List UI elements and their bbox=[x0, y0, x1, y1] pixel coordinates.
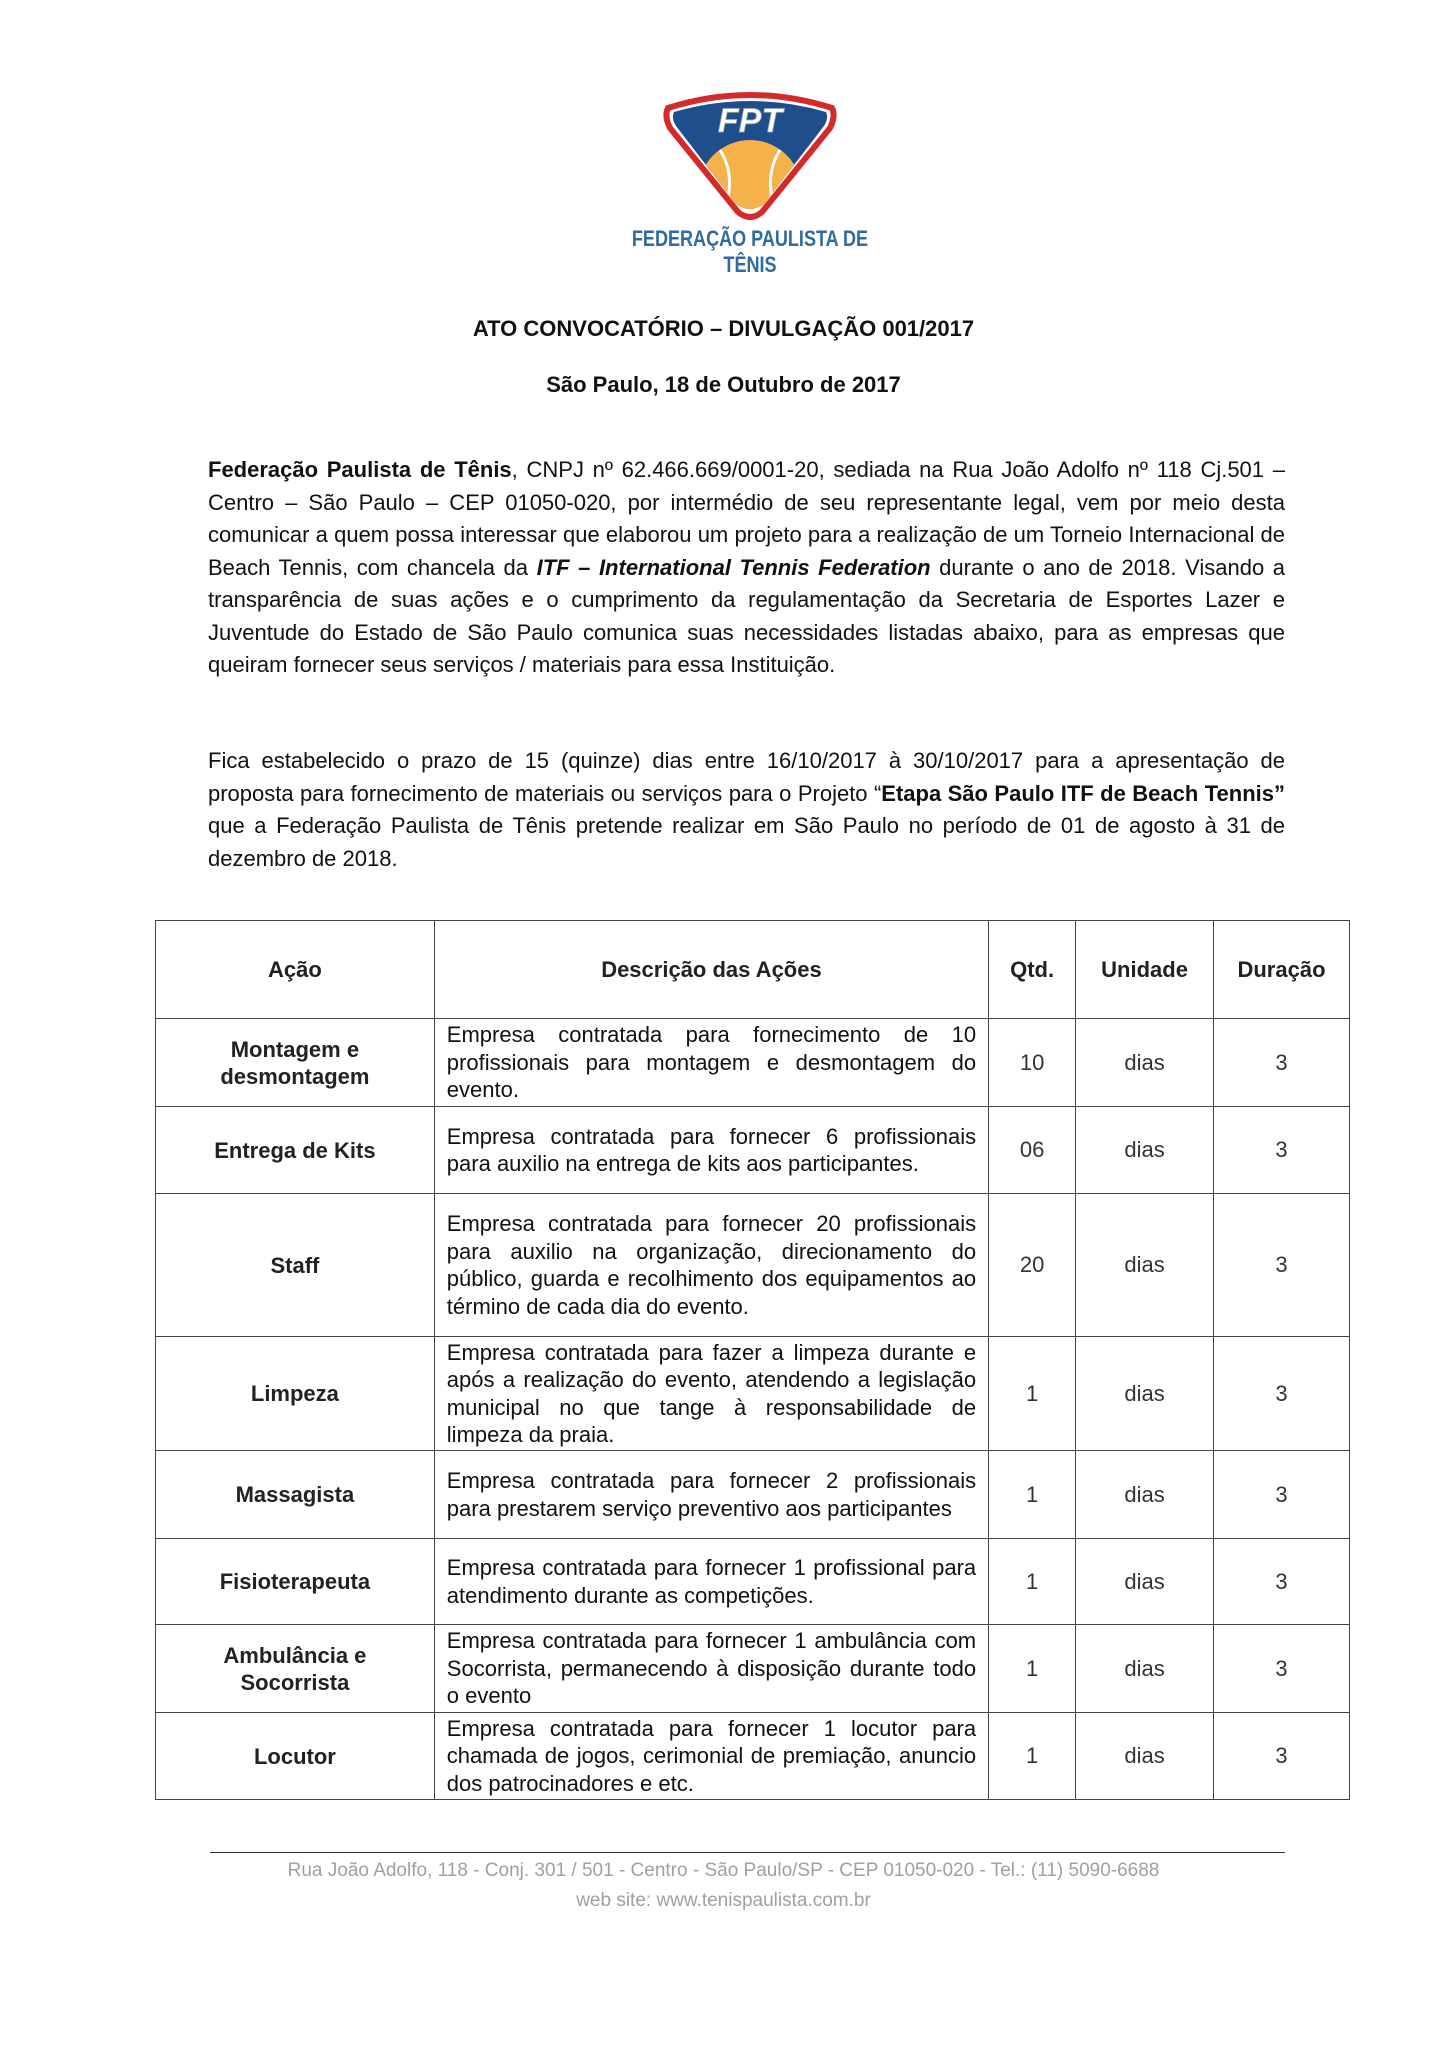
qtd-cell: 1 bbox=[988, 1712, 1077, 1800]
duracao-cell: 3 bbox=[1213, 1106, 1350, 1194]
header-descricao: Descrição das Ações bbox=[433, 920, 990, 1019]
acao-cell: Massagista bbox=[155, 1450, 435, 1539]
table-row: Montagem e desmontagem Empresa contratada… bbox=[155, 1018, 1350, 1107]
acao-cell: Staff bbox=[155, 1193, 435, 1337]
logo-initials: FPT bbox=[718, 102, 785, 140]
unidade-cell: dias bbox=[1075, 1712, 1215, 1800]
qtd-cell: 1 bbox=[988, 1624, 1077, 1713]
footer-website: web site: www.tenispaulista.com.br bbox=[576, 1890, 871, 1911]
acao-cell: Ambulância e Socorrista bbox=[155, 1624, 435, 1713]
fpt-shield-icon: FPT bbox=[663, 92, 837, 220]
descricao-cell: Empresa contratada para fazer a limpeza … bbox=[433, 1336, 990, 1451]
descricao-cell: Empresa contratada para fornecer 1 profi… bbox=[433, 1538, 990, 1625]
table-row: Ambulância e Socorrista Empresa contratad… bbox=[155, 1624, 1350, 1713]
table-header-row: Ação Descrição das Ações Qtd. Unidade Du… bbox=[155, 920, 1350, 1019]
duracao-cell: 3 bbox=[1213, 1018, 1350, 1107]
deadline-text-a: Fica estabelecido o prazo de 15 (quinze)… bbox=[208, 748, 1285, 806]
duracao-cell: 3 bbox=[1213, 1450, 1350, 1539]
unidade-cell: dias bbox=[1075, 1018, 1215, 1107]
duracao-cell: 3 bbox=[1213, 1336, 1350, 1451]
header-unidade: Unidade bbox=[1075, 920, 1215, 1019]
unidade-cell: dias bbox=[1075, 1538, 1215, 1625]
intro-text-a: , CNPJ nº 62.466.669/0001-20, sediada na… bbox=[208, 457, 1285, 580]
qtd-cell: 06 bbox=[988, 1106, 1077, 1194]
descricao-cell: Empresa contratada para fornecer 20 prof… bbox=[433, 1193, 990, 1337]
logo-name: FEDERAÇÃO PAULISTA DE TÊNIS bbox=[631, 226, 869, 277]
header-qtd: Qtd. bbox=[988, 920, 1077, 1019]
header-acao: Ação bbox=[155, 920, 435, 1019]
unidade-cell: dias bbox=[1075, 1336, 1215, 1451]
deadline-text-b: que a Federação Paulista de Tênis preten… bbox=[208, 813, 1285, 871]
fpt-logo: FPT FEDERAÇÃO PAULISTA DE TÊNIS bbox=[600, 88, 900, 277]
acao-cell: Entrega de Kits bbox=[155, 1106, 435, 1194]
document-title: ATO CONVOCATÓRIO – DIVULGAÇÃO 001/2017 bbox=[472, 316, 975, 341]
descricao-cell: Empresa contratada para fornecer 1 locut… bbox=[433, 1712, 990, 1800]
itf-name: ITF – International Tennis Federation bbox=[536, 554, 931, 580]
table-row: Staff Empresa contratada para fornecer 20… bbox=[155, 1193, 1350, 1337]
table-row: Locutor Empresa contratada para fornecer … bbox=[155, 1712, 1350, 1800]
unidade-cell: dias bbox=[1075, 1106, 1215, 1194]
acao-cell: Montagem e desmontagem bbox=[155, 1018, 435, 1107]
descricao-cell: Empresa contratada para fornecimento de … bbox=[433, 1018, 990, 1107]
table-row: Fisioterapeuta Empresa contratada para fo… bbox=[155, 1538, 1350, 1625]
footer-divider bbox=[210, 1852, 1285, 1853]
descricao-cell: Empresa contratada para fornecer 6 profi… bbox=[433, 1106, 990, 1194]
qtd-cell: 10 bbox=[988, 1018, 1077, 1107]
unidade-cell: dias bbox=[1075, 1193, 1215, 1337]
intro-text-b: durante o ano de 2018. Visando a transpa… bbox=[208, 554, 1285, 678]
table-row: Massagista Empresa contratada para fornec… bbox=[155, 1450, 1350, 1539]
unidade-cell: dias bbox=[1075, 1624, 1215, 1713]
duracao-cell: 3 bbox=[1213, 1712, 1350, 1800]
deadline-paragraph: Fica estabelecido o prazo de 15 (quinze)… bbox=[208, 745, 1285, 875]
unidade-cell: dias bbox=[1075, 1450, 1215, 1539]
footer-address: Rua João Adolfo, 118 - Conj. 301 / 501 -… bbox=[287, 1860, 1160, 1881]
duracao-cell: 3 bbox=[1213, 1624, 1350, 1713]
project-name: Etapa São Paulo ITF de Beach Tennis” bbox=[881, 780, 1285, 806]
descricao-cell: Empresa contratada para fornecer 1 ambul… bbox=[433, 1624, 990, 1713]
acao-cell: Limpeza bbox=[155, 1336, 435, 1451]
qtd-cell: 1 bbox=[988, 1538, 1077, 1625]
actions-table: Ação Descrição das Ações Qtd. Unidade Du… bbox=[155, 920, 1350, 1800]
org-name: Federação Paulista de Tênis bbox=[208, 457, 512, 482]
qtd-cell: 1 bbox=[988, 1450, 1077, 1539]
descricao-cell: Empresa contratada para fornecer 2 profi… bbox=[433, 1450, 990, 1539]
duracao-cell: 3 bbox=[1213, 1193, 1350, 1337]
duracao-cell: 3 bbox=[1213, 1538, 1350, 1625]
header-duracao: Duração bbox=[1213, 920, 1350, 1019]
acao-cell: Fisioterapeuta bbox=[155, 1538, 435, 1625]
acao-cell: Locutor bbox=[155, 1712, 435, 1800]
date-line: São Paulo, 18 de Outubro de 2017 bbox=[546, 372, 901, 397]
qtd-cell: 20 bbox=[988, 1193, 1077, 1337]
intro-paragraph: Federação Paulista de Tênis, CNPJ nº 62.… bbox=[208, 454, 1285, 682]
table-row: Entrega de Kits Empresa contratada para f… bbox=[155, 1106, 1350, 1194]
qtd-cell: 1 bbox=[988, 1336, 1077, 1451]
table-row: Limpeza Empresa contratada para fazer a l… bbox=[155, 1336, 1350, 1451]
